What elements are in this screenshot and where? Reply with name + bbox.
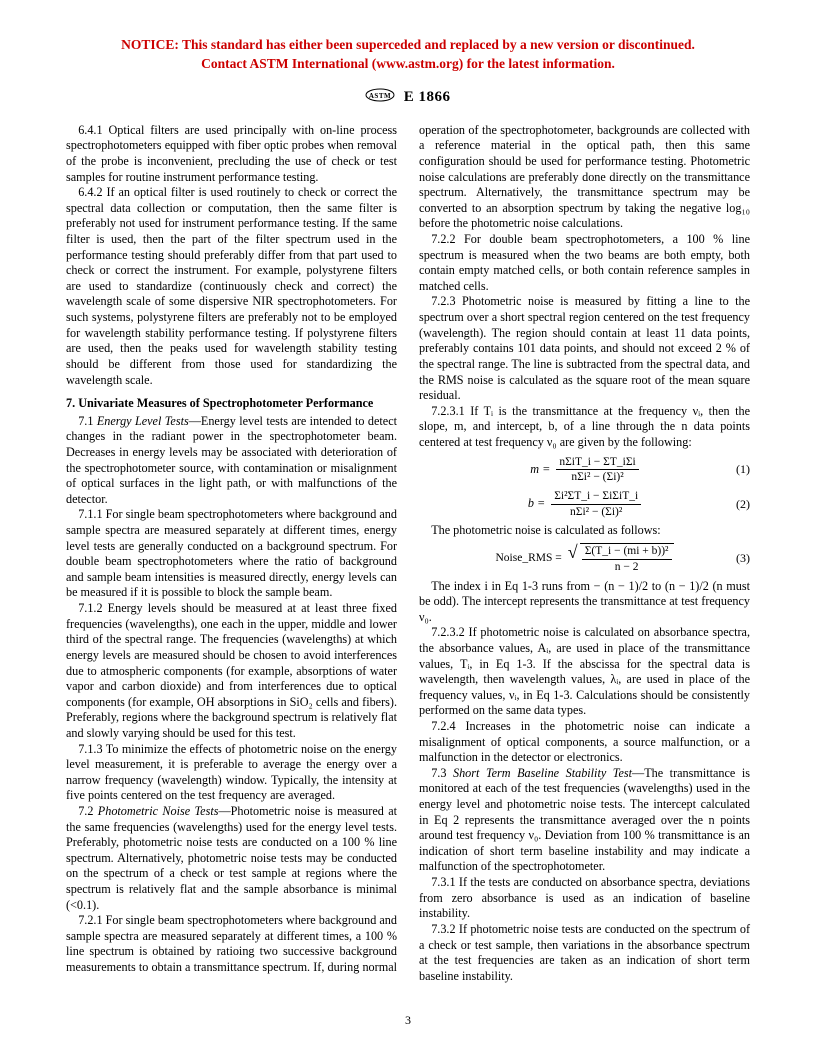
eq1-num: nΣiT_i − ΣT_iΣi — [556, 455, 638, 471]
para-7-2-4: 7.2.4 Increases in the photometric noise… — [419, 719, 750, 766]
astm-logo-icon: ASTM — [365, 88, 395, 107]
para-7-2-text: —Photometric noise is measured at the sa… — [66, 804, 397, 912]
notice-banner: NOTICE: This standard has either been su… — [66, 36, 750, 74]
para-7-2-3: 7.2.3 Photometric noise is measured by f… — [419, 294, 750, 403]
eq2-num: Σi²ΣT_i − ΣiΣiT_i — [551, 489, 641, 505]
eq1-tag: (1) — [736, 462, 750, 477]
para-7-3-text: —The transmittance is monitored at each … — [419, 766, 750, 874]
body-columns: 6.4.1 Optical filters are used principal… — [66, 123, 750, 985]
notice-line-1: NOTICE: This standard has either been su… — [121, 37, 695, 52]
heading-7: 7. Univariate Measures of Spectrophotome… — [66, 396, 397, 412]
eq2-den: nΣi² − (Σi)² — [551, 505, 641, 520]
eq3-num: Σ(T_i − (mi + b))² — [582, 544, 672, 560]
eq3-tag: (3) — [736, 551, 750, 566]
svg-text:ASTM: ASTM — [369, 92, 391, 100]
para-7-1-title: Energy Level Tests — [97, 414, 189, 428]
para-7-2-2: 7.2.2 For double beam spectrophotometers… — [419, 232, 750, 294]
para-7-2: 7.2 Photometric Noise Tests—Photometric … — [66, 804, 397, 913]
para-6-4-2: 6.4.2 If an optical filter is used routi… — [66, 185, 397, 388]
para-7-3: 7.3 Short Term Baseline Stability Test—T… — [419, 766, 750, 875]
doc-header: ASTM E 1866 — [66, 88, 750, 107]
para-6-4-1: 6.4.1 Optical filters are used principal… — [66, 123, 397, 185]
para-7-3-2: 7.3.2 If photometric noise tests are con… — [419, 922, 750, 984]
para-7-2-3-2: 7.2.3.2 If photometric noise is calculat… — [419, 625, 750, 719]
para-7-1-1: 7.1.1 For single beam spectrophotometers… — [66, 507, 397, 601]
eq1-lhs: m = — [530, 462, 550, 478]
para-7-3-num: 7.3 — [431, 766, 453, 780]
notice-line-2: Contact ASTM International (www.astm.org… — [201, 56, 615, 71]
para-noise-intro: The photometric noise is calculated as f… — [419, 523, 750, 539]
para-7-1-num: 7.1 — [78, 414, 97, 428]
para-7-3-title: Short Term Baseline Stability Test — [453, 766, 632, 780]
para-7-2-num: 7.2 — [78, 804, 98, 818]
designation: E 1866 — [404, 89, 451, 105]
page-number: 3 — [0, 1013, 816, 1028]
eq1-den: nΣi² − (Σi)² — [556, 470, 638, 485]
equation-1: m = nΣiT_i − ΣT_iΣi nΣi² − (Σi)² (1) — [419, 455, 750, 485]
para-7-2-title: Photometric Noise Tests — [98, 804, 219, 818]
eq3-lhs: Noise_RMS = — [495, 551, 561, 566]
eq2-tag: (2) — [736, 497, 750, 512]
equation-3: Noise_RMS = Σ(T_i − (mi + b))² n − 2 (3) — [419, 543, 750, 574]
equation-2: b = Σi²ΣT_i − ΣiΣiT_i nΣi² − (Σi)² (2) — [419, 489, 750, 519]
para-7-2-3-1: 7.2.3.1 If Tᵢ is the transmittance at th… — [419, 404, 750, 451]
para-index: The index i in Eq 1-3 runs from − (n − 1… — [419, 579, 750, 626]
page: NOTICE: This standard has either been su… — [0, 0, 816, 1056]
para-7-3-1: 7.3.1 If the tests are conducted on abso… — [419, 875, 750, 922]
para-7-1-2: 7.1.2 Energy levels should be measured a… — [66, 601, 397, 741]
eq2-lhs: b = — [528, 496, 545, 512]
heading-7-text: 7. Univariate Measures of Spectrophotome… — [66, 396, 373, 410]
eq3-den: n − 2 — [582, 560, 672, 575]
para-7-1-3: 7.1.3 To minimize the effects of photome… — [66, 742, 397, 804]
para-7-1: 7.1 Energy Level Tests—Energy level test… — [66, 414, 397, 508]
